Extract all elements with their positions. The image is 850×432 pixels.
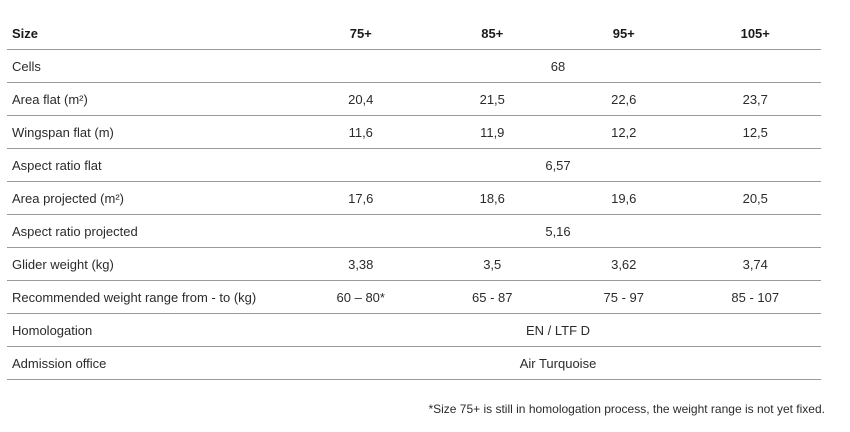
- row-value: 18,6: [426, 181, 558, 215]
- footnote: *Size 75+ is still in homologation proce…: [428, 402, 825, 416]
- row-label: Aspect ratio flat: [7, 148, 295, 182]
- header-size-label: Size: [7, 17, 295, 50]
- row-value: 23,7: [689, 82, 821, 116]
- row-value-all-sizes: Air Turquoise: [295, 346, 821, 380]
- row-value: 22,6: [558, 82, 690, 116]
- table-row: Admission office Air Turquoise: [7, 346, 821, 380]
- row-value: 20,4: [295, 82, 427, 116]
- row-value-all-sizes: EN / LTF D: [295, 313, 821, 347]
- row-value-all-sizes: 68: [295, 49, 821, 83]
- header-size-105: 105+: [689, 17, 821, 50]
- row-label: Glider weight (kg): [7, 247, 295, 281]
- row-value: 11,6: [295, 115, 427, 149]
- table-header-row: Size 75+ 85+ 95+ 105+: [7, 17, 821, 50]
- table-row: Aspect ratio flat 6,57: [7, 148, 821, 182]
- row-value-all-sizes: 6,57: [295, 148, 821, 182]
- table-row: Area projected (m²) 17,6 18,6 19,6 20,5: [7, 181, 821, 215]
- row-label: Admission office: [7, 346, 295, 380]
- header-size-95: 95+: [558, 17, 690, 50]
- row-value: 20,5: [689, 181, 821, 215]
- row-label: Area flat (m²): [7, 82, 295, 116]
- row-value: 12,5: [689, 115, 821, 149]
- table-row: Aspect ratio projected 5,16: [7, 214, 821, 248]
- row-value: 65 - 87: [426, 280, 558, 314]
- row-value: 60 – 80*: [295, 280, 427, 314]
- header-size-85: 85+: [426, 17, 558, 50]
- table-row: Area flat (m²) 20,4 21,5 22,6 23,7: [7, 82, 821, 116]
- row-label: Homologation: [7, 313, 295, 347]
- row-value: 3,38: [295, 247, 427, 281]
- header-size-75: 75+: [295, 17, 427, 50]
- row-label: Recommended weight range from - to (kg): [7, 280, 295, 314]
- table-row: Cells 68: [7, 49, 821, 83]
- row-label: Aspect ratio projected: [7, 214, 295, 248]
- row-value: 3,74: [689, 247, 821, 281]
- row-value: 75 - 97: [558, 280, 690, 314]
- row-value: 17,6: [295, 181, 427, 215]
- row-value: 85 - 107: [689, 280, 821, 314]
- specifications-table: Size 75+ 85+ 95+ 105+ Cells 68 Area flat…: [7, 17, 821, 380]
- row-value-all-sizes: 5,16: [295, 214, 821, 248]
- row-label: Wingspan flat (m): [7, 115, 295, 149]
- table-row: Recommended weight range from - to (kg) …: [7, 280, 821, 314]
- table-row: Homologation EN / LTF D: [7, 313, 821, 347]
- row-label: Area projected (m²): [7, 181, 295, 215]
- row-value: 21,5: [426, 82, 558, 116]
- row-value: 3,62: [558, 247, 690, 281]
- row-value: 3,5: [426, 247, 558, 281]
- row-value: 19,6: [558, 181, 690, 215]
- table-row: Wingspan flat (m) 11,6 11,9 12,2 12,5: [7, 115, 821, 149]
- row-label: Cells: [7, 49, 295, 83]
- table-row: Glider weight (kg) 3,38 3,5 3,62 3,74: [7, 247, 821, 281]
- row-value: 12,2: [558, 115, 690, 149]
- row-value: 11,9: [426, 115, 558, 149]
